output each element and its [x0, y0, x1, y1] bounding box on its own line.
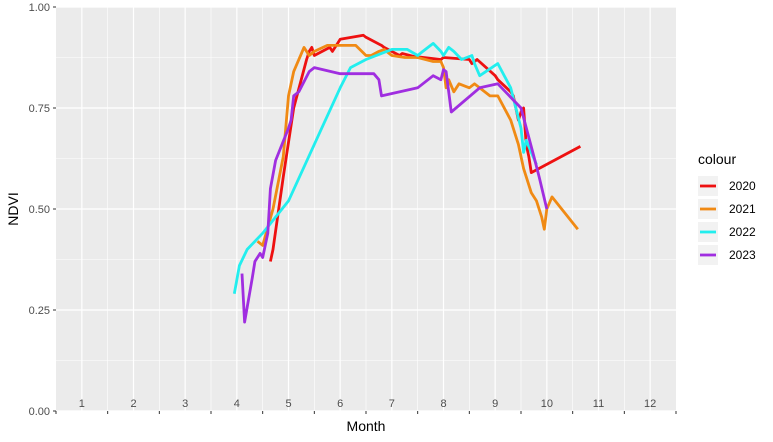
- y-tick-label: 0.75: [29, 103, 50, 115]
- y-tick-label: 0.50: [29, 204, 50, 216]
- x-tick-label: 4: [234, 398, 240, 410]
- y-axis-title: NDVI: [5, 192, 21, 225]
- x-tick-label: 1: [79, 398, 85, 410]
- x-tick-label: 7: [389, 398, 395, 410]
- legend-label-2023: 2023: [729, 248, 756, 262]
- x-axis-title: Month: [347, 418, 386, 434]
- series-line-2021: [256, 44, 579, 247]
- legend: colour 2020 2021 2022 2023: [698, 151, 756, 265]
- legend-label-2020: 2020: [729, 179, 756, 193]
- x-tick-label: 9: [492, 398, 498, 410]
- legend-items: 2020 2021 2022 2023: [698, 176, 756, 265]
- legend-label-2022: 2022: [729, 225, 756, 239]
- legend-label-2021: 2021: [729, 202, 756, 216]
- series-lines: [232, 33, 582, 324]
- x-tick-label: 3: [182, 398, 188, 410]
- x-tick-label: 6: [337, 398, 343, 410]
- y-tick-label: 1.00: [29, 2, 50, 14]
- y-tick-label: 0.00: [29, 406, 50, 418]
- axis-ticks: [53, 6, 677, 414]
- x-tick-labels: 1 2 3 4 5 6 7 8 9 10 11 12: [79, 398, 657, 410]
- x-tick-label: 12: [644, 398, 656, 410]
- series-line-2023: [240, 66, 549, 324]
- x-tick-label: 8: [440, 398, 446, 410]
- x-tick-label: 2: [130, 398, 136, 410]
- x-tick-label: 10: [541, 398, 553, 410]
- y-tick-labels: 0.00 0.25 0.50 0.75 1.00: [29, 2, 50, 418]
- y-tick-label: 0.25: [29, 305, 50, 317]
- legend-title: colour: [698, 151, 736, 167]
- x-tick-label: 11: [593, 398, 604, 410]
- x-tick-label: 5: [285, 398, 291, 410]
